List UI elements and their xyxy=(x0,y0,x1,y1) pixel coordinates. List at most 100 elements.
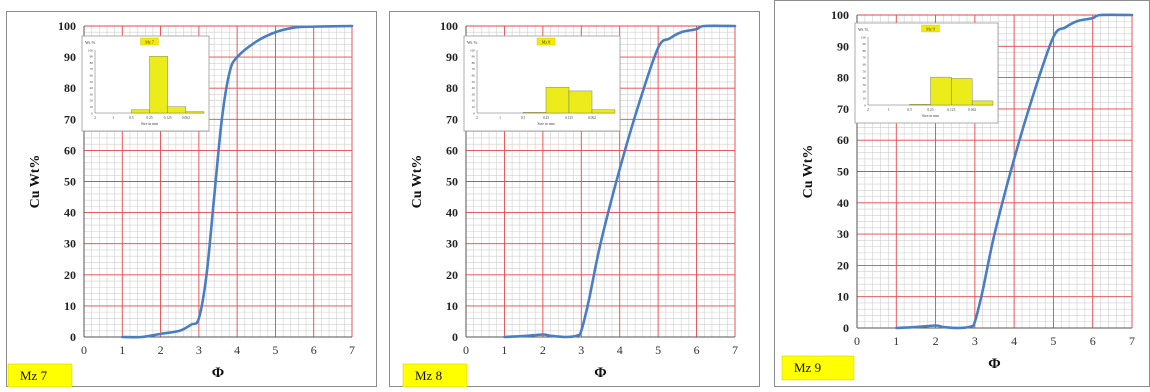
x-tick-label: 2 xyxy=(158,343,164,357)
y-tick-label: 50 xyxy=(446,175,458,189)
y-tick-label: 70 xyxy=(64,112,76,126)
inset-y-tick: 0 xyxy=(473,111,475,115)
y-tick-label: 70 xyxy=(446,112,458,126)
y-tick-label: 60 xyxy=(64,143,76,157)
y-tick-label: 80 xyxy=(446,81,458,95)
y-tick-label: 40 xyxy=(446,206,458,220)
inset-y-tick: 60 xyxy=(863,63,867,67)
inset-y-label: Wt % xyxy=(85,40,96,45)
chart-panel-mz8: 0 10 20 30 40 50 60 70 80 90 100 0 1 2 3 4 5 6 7 Cu Wt% Φ Wt … xyxy=(389,11,760,388)
inset-y-tick: 100 xyxy=(88,48,93,52)
inset-y-tick: 40 xyxy=(472,86,476,90)
inset-bar xyxy=(930,76,952,106)
x-tick-label: 7 xyxy=(1129,334,1135,348)
inset-y-tick: 60 xyxy=(472,74,476,78)
inset-bar xyxy=(951,78,973,106)
x-tick-label: 7 xyxy=(732,343,738,357)
x-tick-label: 4 xyxy=(1011,334,1017,348)
y-axis-label: Cu Wt% xyxy=(410,155,425,209)
y-tick-label: 20 xyxy=(837,258,849,272)
y-tick-label: 10 xyxy=(64,299,76,313)
x-tick-label: 2 xyxy=(540,343,546,357)
inset-x-tick: 0.062 xyxy=(182,116,190,120)
y-tick-label: 20 xyxy=(446,268,458,282)
y-tick-label: 0 xyxy=(843,321,849,335)
inset-x-tick: 0.125 xyxy=(164,116,172,120)
inset-y-tick: 30 xyxy=(863,83,867,87)
y-tick-label: 100 xyxy=(440,19,458,33)
inset-title-tag-box xyxy=(921,24,940,33)
inset-y-tick: 20 xyxy=(90,99,94,103)
inset-x-tick: 0.5 xyxy=(907,108,912,112)
inset-x-tick: 2 xyxy=(867,108,869,112)
inset-y-tick: 50 xyxy=(472,80,476,84)
y-tick-label: 80 xyxy=(64,81,76,95)
y-tick-label: 0 xyxy=(70,330,76,344)
inset-y-tick: 80 xyxy=(472,61,476,65)
y-tick-label: 10 xyxy=(837,290,849,304)
inset-bar xyxy=(185,111,205,114)
inset-x-tick: 2 xyxy=(94,116,96,120)
inset-bar xyxy=(971,100,994,106)
inset-x-tick: 1 xyxy=(112,116,114,120)
x-tick-label: 0 xyxy=(81,343,87,357)
inset-bar xyxy=(522,112,547,114)
inset-y-tick: 30 xyxy=(472,92,476,96)
chart-panel-mz7: 0 10 20 30 40 50 60 70 80 90 100 0 1 2 3 4 5 6 7 Cu Wt% Φ Wt … xyxy=(6,11,377,388)
chart-panel-mz9: 0 10 20 30 40 50 60 70 80 90 100 0 1 2 3 4 5 6 7 Cu Wt% Φ Wt … xyxy=(774,0,1150,387)
inset-y-tick: 30 xyxy=(90,92,94,96)
inset-x-tick: 2 xyxy=(476,116,478,120)
x-tick-label: 1 xyxy=(119,343,125,357)
y-tick-label: 50 xyxy=(837,165,849,179)
x-tick-label: 3 xyxy=(972,334,978,348)
y-axis-label: Cu Wt% xyxy=(801,145,816,199)
inset-y-label: Wt % xyxy=(467,40,478,45)
inset-bar xyxy=(149,56,168,114)
mz-label-box xyxy=(781,355,855,381)
inset-title-tag-box xyxy=(536,37,556,46)
inset-y-tick: 80 xyxy=(863,49,867,53)
inset-y-tick: 10 xyxy=(863,97,867,101)
inset-frame xyxy=(854,22,999,124)
x-tick-label: 5 xyxy=(272,343,278,357)
inset-y-tick: 40 xyxy=(90,86,94,90)
x-tick-label: 7 xyxy=(349,343,355,357)
inset-x-tick: 1 xyxy=(499,116,501,120)
inset-y-tick: 0 xyxy=(91,111,93,115)
x-tick-label: 6 xyxy=(694,343,700,357)
y-tick-label: 20 xyxy=(64,268,76,282)
inset-x-tick: 0.25 xyxy=(543,116,549,120)
mz-label: Mz 7 xyxy=(20,368,48,383)
inset-y-tick: 10 xyxy=(472,105,476,109)
inset-y-tick: 90 xyxy=(90,55,94,59)
y-tick-label: 30 xyxy=(64,237,76,251)
x-axis-label: Φ xyxy=(988,356,1000,372)
inset-bar xyxy=(591,109,616,114)
inset-x-tick: 0.125 xyxy=(565,116,573,120)
inset-y-tick: 50 xyxy=(863,69,867,73)
inset-x-label: Size in mm xyxy=(922,114,939,118)
inset-y-tick: 60 xyxy=(90,74,94,78)
x-tick-label: 4 xyxy=(617,343,623,357)
inset-y-tick: 20 xyxy=(863,90,867,94)
inset-x-tick: 0.25 xyxy=(146,116,152,120)
inset-y-tick: 100 xyxy=(861,35,866,39)
y-tick-label: 70 xyxy=(837,102,849,116)
x-tick-label: 1 xyxy=(501,343,507,357)
y-tick-label: 90 xyxy=(837,39,849,53)
inset-y-tick: 20 xyxy=(472,99,476,103)
inset-x-tick: 0.062 xyxy=(588,116,596,120)
y-tick-label: 10 xyxy=(446,299,458,313)
x-tick-label: 6 xyxy=(311,343,317,357)
y-tick-label: 40 xyxy=(64,206,76,220)
x-tick-label: 5 xyxy=(655,343,661,357)
x-tick-label: 0 xyxy=(854,334,860,348)
cumulative-curve xyxy=(120,24,354,339)
y-tick-label: 30 xyxy=(837,227,849,241)
inset-title-tag: Mz 8 xyxy=(542,39,551,44)
inset-x-tick: 1 xyxy=(888,108,890,112)
inset-x-tick: 0.5 xyxy=(129,116,134,120)
inset-y-tick: 40 xyxy=(863,76,867,80)
